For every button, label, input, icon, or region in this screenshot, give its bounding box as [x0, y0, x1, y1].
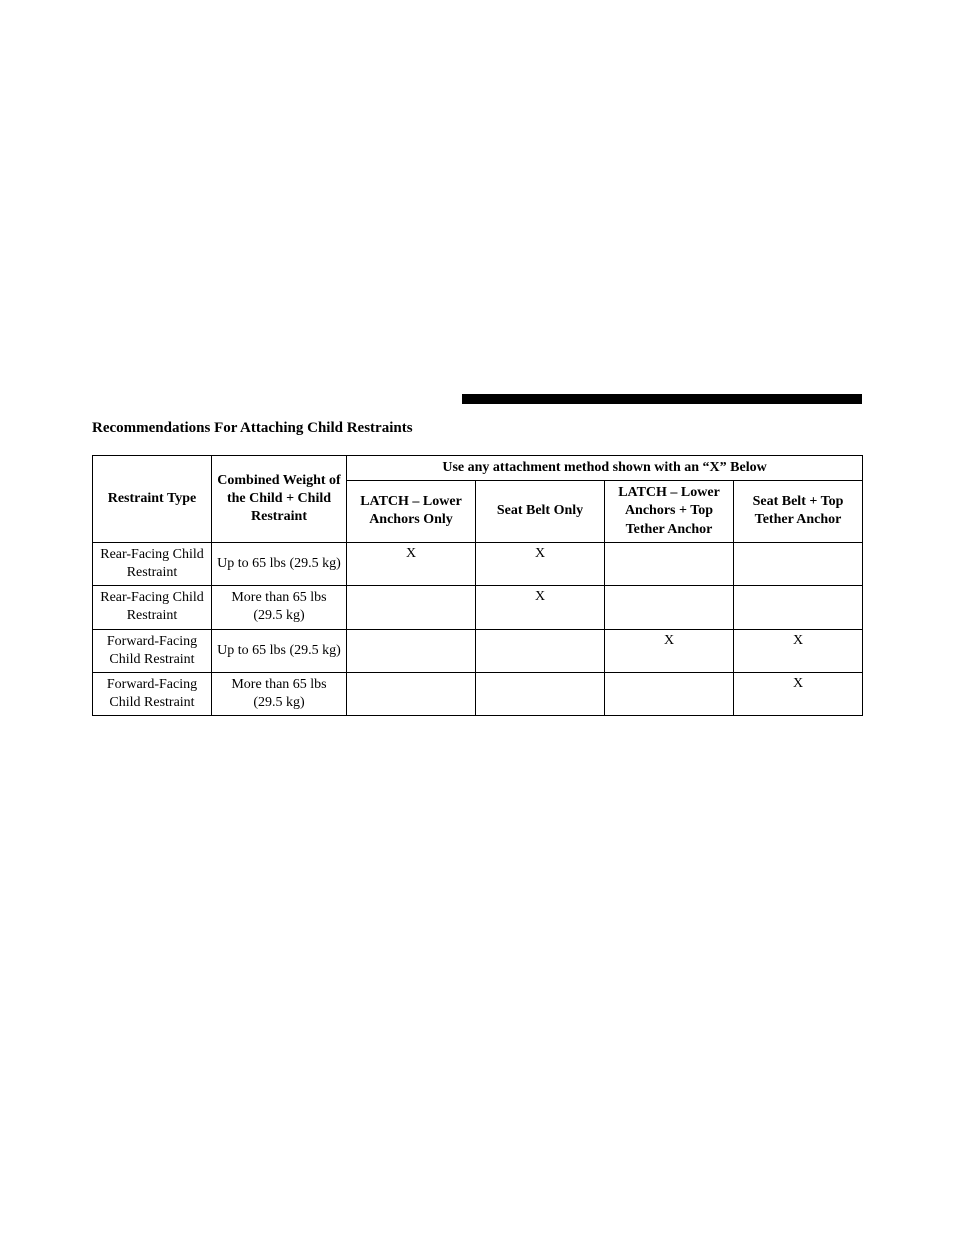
cell-m2: X	[476, 542, 605, 585]
cell-m2	[476, 629, 605, 672]
cell-m3: X	[605, 629, 734, 672]
header-method1: LATCH – Lower Anchors Only	[347, 481, 476, 543]
cell-m1	[347, 629, 476, 672]
cell-m2: X	[476, 586, 605, 629]
page-content: Recommendations For Attaching Child Rest…	[92, 420, 862, 716]
cell-m1	[347, 586, 476, 629]
cell-m2	[476, 672, 605, 715]
table-row: Forward-Facing Child Restraint More than…	[93, 672, 863, 715]
header-method-span: Use any attachment method shown with an …	[347, 456, 863, 481]
restraint-table: Restraint Type Combined Weight of the Ch…	[92, 455, 863, 716]
cell-m4	[734, 542, 863, 585]
header-method2: Seat Belt Only	[476, 481, 605, 543]
cell-restraint: Forward-Facing Child Restraint	[93, 672, 212, 715]
header-method4: Seat Belt + Top Tether Anchor	[734, 481, 863, 543]
cell-restraint: Rear-Facing Child Restraint	[93, 542, 212, 585]
table-row: Forward-Facing Child Restraint Up to 65 …	[93, 629, 863, 672]
header-combined-weight: Combined Weight of the Child + Child Res…	[212, 456, 347, 543]
table-row: Rear-Facing Child Restraint Up to 65 lbs…	[93, 542, 863, 585]
table-row: Rear-Facing Child Restraint More than 65…	[93, 586, 863, 629]
cell-weight: More than 65 lbs (29.5 kg)	[212, 672, 347, 715]
cell-m1: X	[347, 542, 476, 585]
cell-m4: X	[734, 672, 863, 715]
table-header-row-1: Restraint Type Combined Weight of the Ch…	[93, 456, 863, 481]
header-restraint-type: Restraint Type	[93, 456, 212, 543]
cell-m4: X	[734, 629, 863, 672]
cell-weight: Up to 65 lbs (29.5 kg)	[212, 629, 347, 672]
cell-weight: Up to 65 lbs (29.5 kg)	[212, 542, 347, 585]
cell-m3	[605, 542, 734, 585]
section-title: Recommendations For Attaching Child Rest…	[92, 420, 862, 437]
cell-m3	[605, 672, 734, 715]
header-method3: LATCH – Lower Anchors + Top Tether Ancho…	[605, 481, 734, 543]
cell-weight: More than 65 lbs (29.5 kg)	[212, 586, 347, 629]
cell-restraint: Forward-Facing Child Restraint	[93, 629, 212, 672]
cell-restraint: Rear-Facing Child Restraint	[93, 586, 212, 629]
cell-m3	[605, 586, 734, 629]
header-rule-bar	[462, 394, 862, 404]
cell-m4	[734, 586, 863, 629]
cell-m1	[347, 672, 476, 715]
